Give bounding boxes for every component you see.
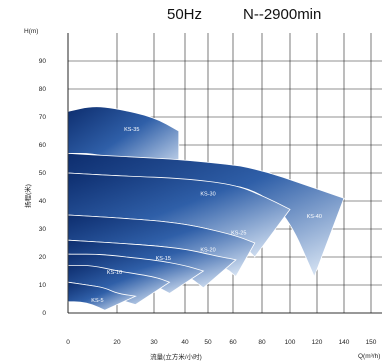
x-axis-unit: Q(m³/h) — [358, 353, 380, 360]
x-tick-label: 100 — [285, 339, 296, 346]
region-label: KS-30 — [200, 191, 215, 197]
y-axis-unit: H(m) — [24, 28, 38, 35]
y-tick-label: 80 — [39, 86, 47, 93]
regions: KS-35 KS-40 KS-30 KS-25 KS-20 KS-15 KS-10 KS-5 — [67, 106, 345, 311]
y-tick-label: 10 — [39, 282, 47, 289]
y-tick-label: 30 — [39, 226, 47, 233]
region-shape — [67, 281, 137, 311]
y-tick-label: 70 — [39, 114, 47, 121]
region-label: KS-15 — [156, 256, 171, 262]
y-tick-label: 20 — [39, 254, 47, 261]
y-tick-label: 0 — [42, 310, 46, 317]
x-tick-label: 150 — [366, 339, 377, 346]
x-tick-label: 40 — [181, 339, 189, 346]
region-label: KS-40 — [307, 214, 322, 220]
region-label: KS-5 — [91, 298, 103, 304]
y-tick-label: 40 — [39, 198, 47, 205]
y-axis-label: 扬程(米) — [23, 184, 32, 208]
x-tick-label: 80 — [258, 339, 266, 346]
region-label: KS-10 — [107, 270, 122, 276]
y-tick-label: 90 — [39, 58, 47, 65]
region-label: KS-20 — [200, 247, 215, 253]
region-label: KS-35 — [124, 127, 139, 133]
region-label: KS-25 — [231, 231, 246, 237]
x-tick-label: 140 — [339, 339, 350, 346]
x-tick-label: 20 — [113, 339, 121, 346]
x-tick-label: 60 — [229, 339, 237, 346]
speed-title: N--2900min — [243, 6, 322, 23]
y-tick-label: 50 — [39, 170, 47, 177]
x-axis-label: 流量(立方米/小时) — [150, 352, 202, 361]
x-tick-label: 120 — [312, 339, 323, 346]
axes: 0 10 20 30 40 50 60 70 80 90 0 20 30 40 50 60 80 100 120 14… — [39, 33, 382, 346]
x-tick-label: 0 — [66, 339, 70, 346]
x-tick-label: 50 — [204, 339, 212, 346]
y-tick-label: 60 — [39, 142, 47, 149]
region-ks-5: KS-5 — [67, 281, 137, 311]
frequency-title: 50Hz — [167, 6, 203, 23]
x-tick-label: 30 — [150, 339, 158, 346]
